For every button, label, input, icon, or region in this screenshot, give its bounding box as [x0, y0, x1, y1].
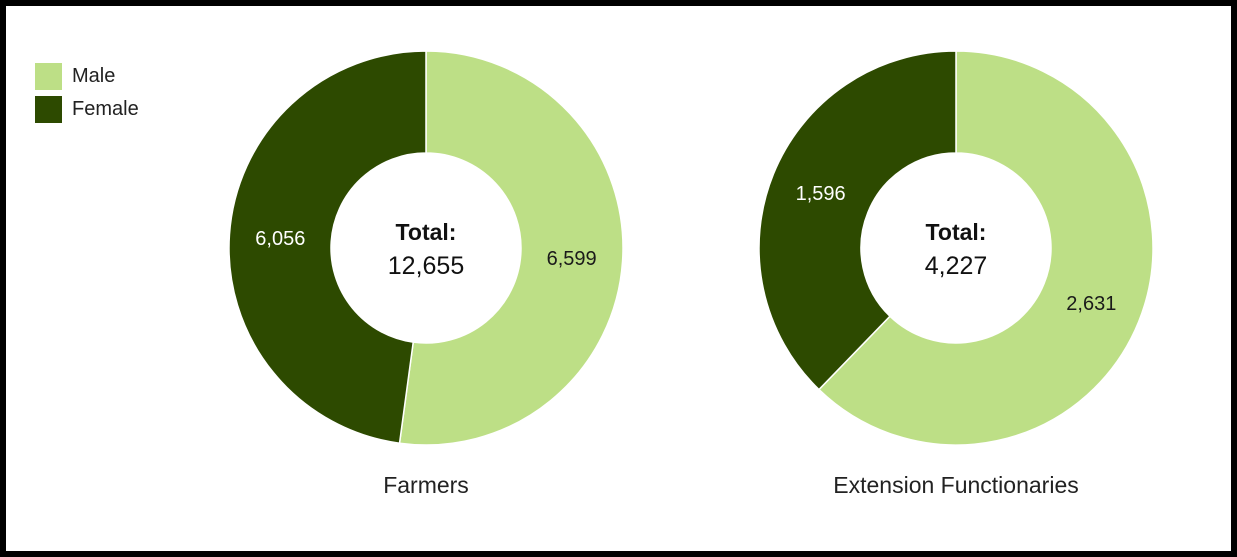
center-label: Total: — [396, 219, 457, 245]
donut-chart-2: 2,631 1,596 Total: 4,227 Extension Functiona… — [758, 50, 1154, 498]
data-label-female: 6,056 — [255, 228, 305, 250]
slice-male[interactable] — [398, 50, 624, 446]
slice-female[interactable] — [758, 50, 957, 391]
slice-female[interactable] — [228, 50, 427, 445]
data-label-male: 2,631 — [1066, 293, 1116, 315]
chart-title: Farmers — [383, 472, 469, 498]
data-label-male: 6,599 — [547, 248, 597, 270]
data-label-female: 1,596 — [796, 183, 846, 205]
legend-swatch-female — [35, 96, 62, 123]
slice-male[interactable] — [817, 50, 1154, 446]
legend-swatch-male — [35, 63, 62, 90]
chart-title: Extension Functionaries — [833, 472, 1078, 498]
legend-item-male[interactable]: Male — [35, 60, 139, 93]
center-label: Total: — [926, 219, 987, 245]
legend-label-male: Male — [72, 65, 116, 87]
center-total-value: 4,227 — [925, 252, 988, 280]
legend-item-female[interactable]: Female — [35, 93, 139, 126]
donut-chart-1: 6,599 6,056 Total: 12,655 Farmers — [228, 50, 624, 498]
legend-label-female: Female — [72, 98, 139, 120]
center-total-value: 12,655 — [388, 252, 464, 280]
legend: Male Female — [35, 60, 139, 126]
